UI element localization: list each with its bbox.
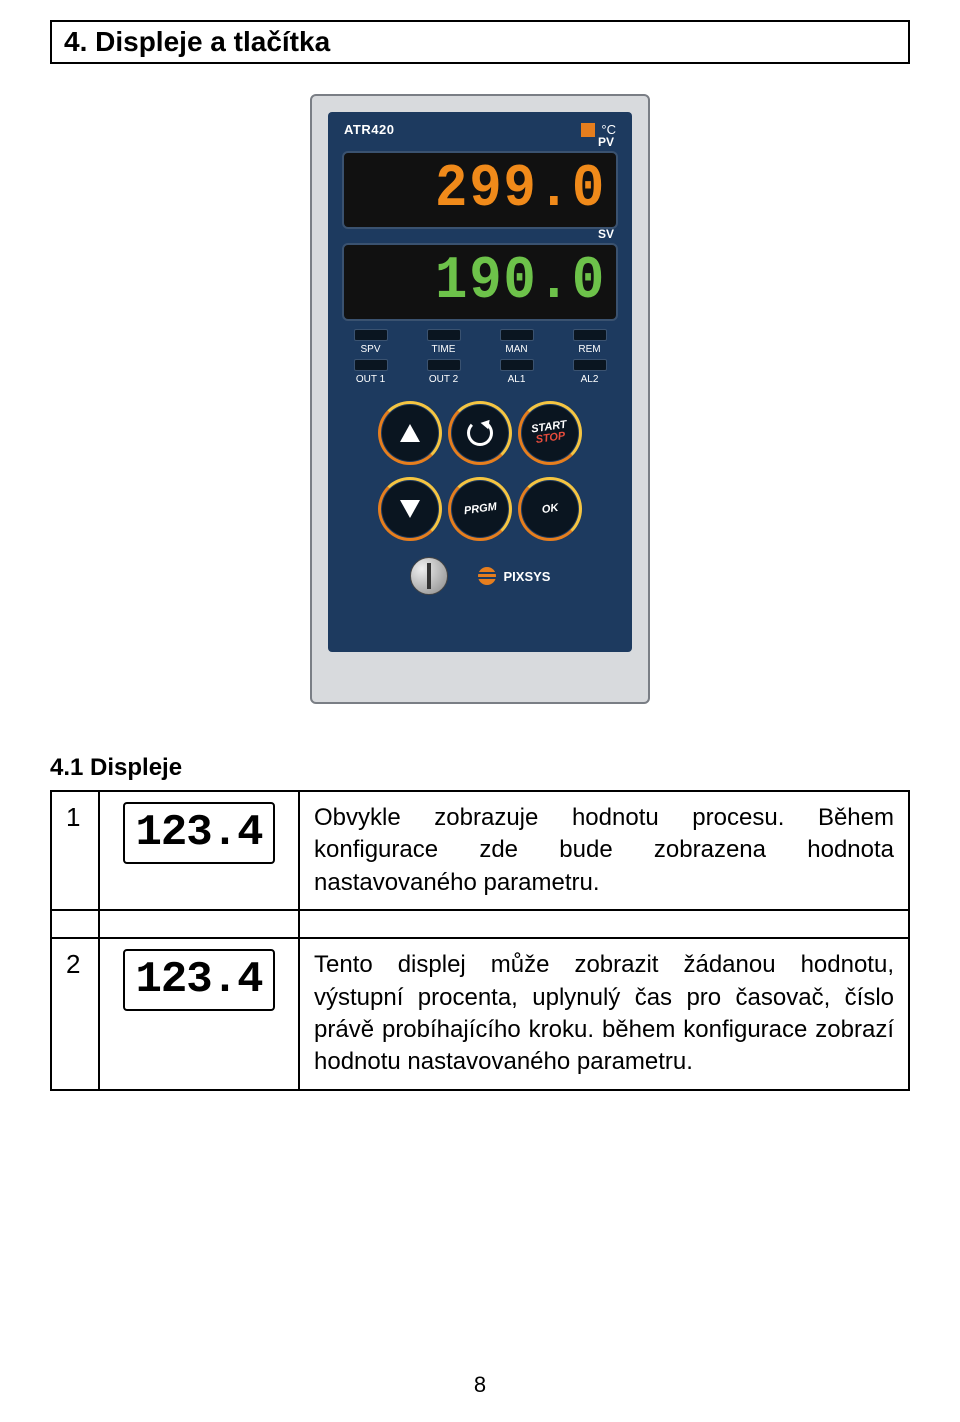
unit-indicator [581,123,595,137]
row-number: 2 [51,938,99,1090]
lbl-out1: OUT 1 [356,374,385,385]
led-al2 [573,359,607,371]
page-number: 8 [474,1372,486,1398]
led-time [427,329,461,341]
down-button[interactable] [382,481,438,537]
led-man [500,329,534,341]
led-spv [354,329,388,341]
lbl-al2: AL2 [581,374,599,385]
lbl-spv: SPV [360,344,380,355]
lbl-out2: OUT 2 [429,374,458,385]
table-row: 1 123.4 Obvykle zobrazuje hodnotu proces… [51,791,909,910]
page-title-box: 4. Displeje a tlačítka [50,20,910,64]
pv-label: PV [598,135,614,149]
description-table: 1 123.4 Obvykle zobrazuje hodnotu proces… [50,790,910,1091]
sv-display: 190.0 [342,243,618,321]
brand-logo: PIXSYS [478,567,551,585]
device-figure: ATR420 °C PV 299.0 SV 190.0 SPV [50,94,910,704]
pv-display: 299.0 [342,151,618,229]
lbl-rem: REM [578,344,600,355]
ok-label: OK [541,502,559,515]
lbl-man: MAN [505,344,527,355]
start-stop-button[interactable]: START STOP [522,405,578,461]
button-row-1: START STOP [342,405,618,461]
table-row: 2 123.4 Tento displej může zobrazit žáda… [51,938,909,1090]
arrow-up-icon [400,424,420,442]
led-out1 [354,359,388,371]
ok-button[interactable]: OK [522,481,578,537]
logo-icon [478,567,496,585]
pv-value: 299.0 [435,156,606,224]
led-rem [573,329,607,341]
sv-label: SV [598,227,614,241]
indicator-grid: SPV TIME MAN REM OUT 1 OUT 2 AL1 AL2 [342,329,618,385]
prgm-button[interactable]: PRGM [452,481,508,537]
led-al1 [500,359,534,371]
model-label: ATR420 [344,122,394,137]
brand-name: PIXSYS [504,569,551,584]
start-stop-label: START STOP [531,420,569,447]
lbl-time: TIME [432,344,456,355]
arrow-down-icon [400,500,420,518]
device-inner: ATR420 °C PV 299.0 SV 190.0 SPV [328,112,632,652]
cycle-button[interactable] [452,405,508,461]
model-bar: ATR420 °C [342,122,618,137]
device-footer: PIXSYS [342,557,618,595]
device-panel: ATR420 °C PV 299.0 SV 190.0 SPV [310,94,650,704]
row-description: Tento displej může zobrazit žádanou hodn… [299,938,909,1090]
cycle-icon [467,420,493,446]
row-number: 1 [51,791,99,910]
up-button[interactable] [382,405,438,461]
led-out2 [427,359,461,371]
row-display-cell: 123.4 [99,791,299,910]
button-row-2: PRGM OK [342,481,618,537]
screw-icon [410,557,448,595]
spacer-row [51,910,909,938]
row-display-cell: 123.4 [99,938,299,1090]
row-description: Obvykle zobrazuje hodnotu procesu. Během… [299,791,909,910]
mini-display: 123.4 [123,802,274,864]
subheading: 4.1 Displeje [50,754,910,782]
lbl-al1: AL1 [508,374,526,385]
prgm-label: PRGM [463,501,497,516]
page-title: 4. Displeje a tlačítka [64,26,896,58]
sv-value: 190.0 [435,248,606,316]
mini-display: 123.4 [123,949,274,1011]
